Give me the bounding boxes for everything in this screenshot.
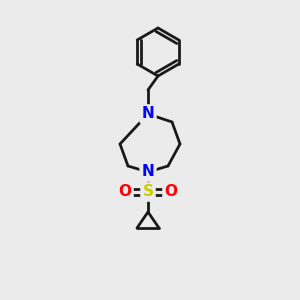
Text: O: O xyxy=(118,184,131,200)
Text: N: N xyxy=(142,164,154,179)
Text: S: S xyxy=(142,184,154,200)
Text: N: N xyxy=(142,106,154,122)
Text: O: O xyxy=(164,184,178,200)
